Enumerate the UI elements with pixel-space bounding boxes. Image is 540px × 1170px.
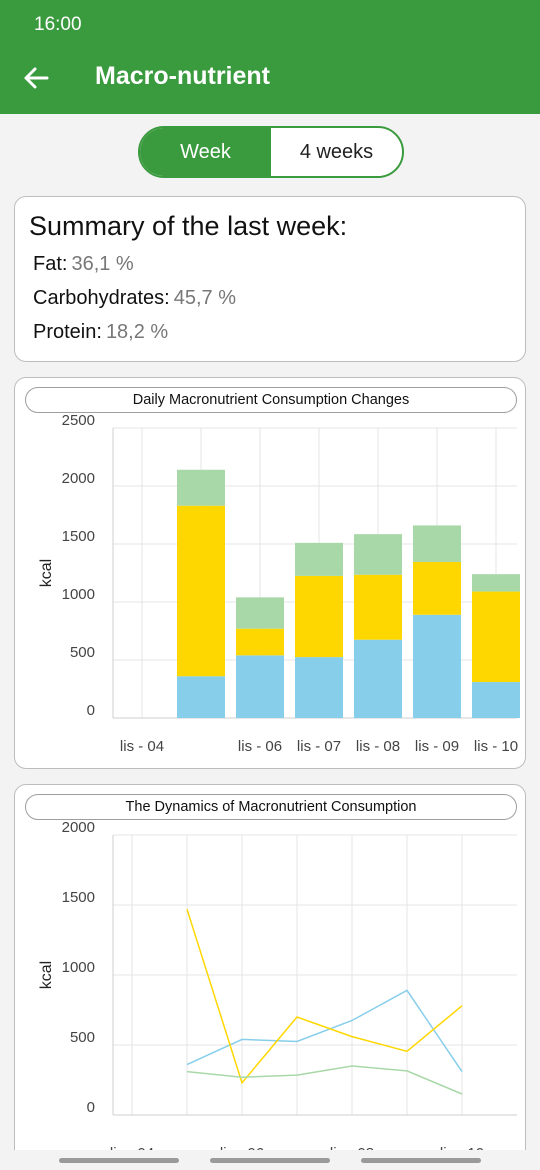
status-time: 16:00 [34, 14, 82, 35]
summary-label: Fat: [33, 253, 68, 275]
x-tick-label: lis - 09 [415, 738, 459, 755]
x-tick-label: lis - 07 [297, 738, 341, 755]
summary-label: Protein: [33, 321, 102, 343]
y-tick-label: 500 [70, 1029, 95, 1046]
summary-row-protein: Protein: 18,2 % [33, 321, 168, 344]
nav-handle-right[interactable] [361, 1158, 481, 1163]
x-tick-label: lis - 10 [474, 738, 518, 755]
bar-segment-2-2 [236, 597, 284, 629]
bar-segment-1-1 [177, 505, 225, 677]
bar-segment-3-0 [295, 657, 343, 718]
summary-value: 45,7 % [173, 287, 237, 309]
summary-row-fat: Fat: 36,1 % [33, 253, 134, 276]
summary-value: 36,1 % [71, 253, 134, 275]
period-segmented-control: Week 4 weeks [138, 126, 404, 178]
page-title: Macro-nutrient [95, 62, 270, 90]
bar-segment-3-1 [295, 575, 343, 658]
y-tick-label: 2500 [62, 412, 95, 429]
series-line-0 [186, 989, 463, 1073]
y-tick-label: 500 [70, 644, 95, 661]
y-tick-label: 1000 [62, 586, 95, 603]
y-tick-label: 1500 [62, 528, 95, 545]
x-tick-label: lis - 06 [238, 738, 282, 755]
bar-segment-2-1 [236, 628, 284, 656]
bar-segment-2-0 [236, 655, 284, 718]
stacked-bar-chart: 0 500 1000 1500 2000 2500 kcal lis - 04 lis - 06… [38, 412, 520, 755]
arrow-left-icon[interactable] [22, 64, 50, 92]
tab-week[interactable]: Week [140, 128, 271, 176]
bar-segment-6-1 [472, 591, 520, 683]
line-chart-title: The Dynamics of Macronutrient Consumptio… [25, 794, 517, 820]
bar-segment-5-2 [413, 525, 461, 562]
y-tick-label: 2000 [62, 470, 95, 487]
summary-label: Carbohydrates: [33, 287, 170, 309]
y-axis-label: kcal [38, 559, 55, 587]
bar-segment-3-2 [295, 542, 343, 576]
bar-chart-card: 0 500 1000 1500 2000 2500 kcal lis - 04 lis - 06… [14, 377, 526, 769]
y-tick-label: 2000 [62, 819, 95, 836]
y-axis-label: kcal [38, 961, 55, 989]
x-tick-label: lis - 04 [120, 738, 164, 755]
summary-card: Summary of the last week: Fat: 36,1 % Car… [14, 196, 526, 362]
y-tick-label: 1000 [62, 959, 95, 976]
bar-chart-title: Daily Macronutrient Consumption Changes [25, 387, 517, 413]
summary-value: 18,2 % [105, 321, 169, 343]
bar-segment-5-0 [413, 614, 461, 718]
x-tick-label: lis - 08 [356, 738, 400, 755]
bar-segment-6-2 [472, 574, 520, 592]
series-line-1 [186, 908, 463, 1085]
app-bar: 16:00 Macro-nutrient [0, 0, 540, 114]
bar-segment-6-0 [472, 682, 520, 718]
tab-4-weeks[interactable]: 4 weeks [299, 140, 374, 163]
summary-row-carbohydrates: Carbohydrates: 45,7 % [33, 287, 236, 310]
y-tick-label: 0 [87, 1099, 95, 1116]
bar-segment-1-0 [177, 676, 225, 718]
system-nav-bar [0, 1150, 540, 1170]
bar-segment-4-2 [354, 534, 402, 575]
y-tick-label: 1500 [62, 889, 95, 906]
y-tick-label: 0 [87, 702, 95, 719]
bar-segment-4-1 [354, 574, 402, 640]
bar-segment-1-2 [177, 469, 225, 506]
nav-handle-center[interactable] [210, 1158, 330, 1163]
summary-title: Summary of the last week: [29, 211, 348, 241]
nav-handle-left[interactable] [59, 1158, 179, 1163]
bar-segment-4-0 [354, 639, 402, 718]
bar-segment-5-1 [413, 561, 461, 615]
series-line-2 [186, 1065, 463, 1095]
